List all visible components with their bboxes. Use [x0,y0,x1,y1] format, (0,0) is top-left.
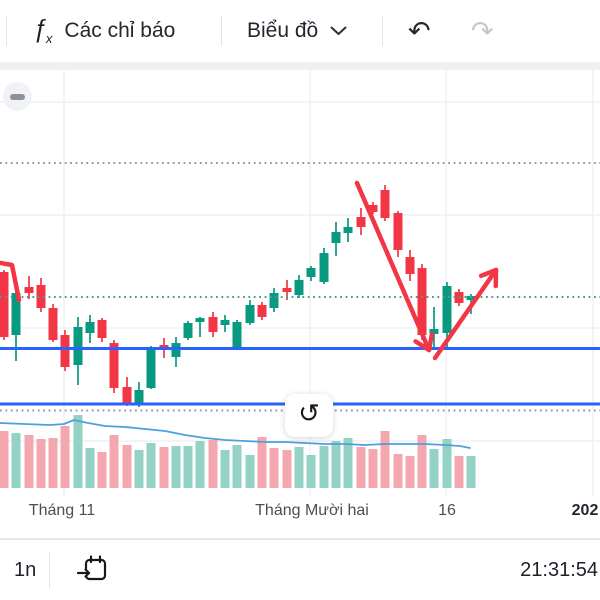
chart-type-button[interactable]: Biểu đồ [247,0,347,62]
interval-button[interactable]: 1n [8,540,42,600]
x-axis-label: Tháng 11 [28,502,96,519]
reset-rotate-icon: ↺ [298,399,320,429]
calendar-arrow-icon [76,555,107,581]
toolbar-divider [6,16,7,46]
chevron-down-icon [330,26,347,35]
top-toolbar: ƒx Các chỉ báo Biểu đồ ↶ ↷ [0,0,600,62]
bottom-toolbar: 1n 21:31:54 [0,538,600,600]
redo-icon: ↷ [471,15,494,47]
collapse-legend-button[interactable] [3,82,32,111]
indicators-label: Các chỉ báo [64,19,176,42]
indicators-button[interactable]: ƒx Các chỉ báo [33,0,175,62]
clock: 21:31:54 [520,558,598,581]
x-axis-label: 202 [571,502,599,519]
x-axis-labels: Tháng 11 Tháng Mười hai 16 202 [0,502,600,526]
chart-type-label: Biểu đồ [247,19,319,42]
undo-button[interactable]: ↶ [408,0,431,62]
x-axis-label: Tháng Mười hai [255,502,369,519]
reset-chart-button[interactable]: ↺ [285,394,333,437]
goto-date-button[interactable] [70,551,110,589]
fx-indicator-icon: ƒx [33,15,53,46]
redo-button[interactable]: ↷ [471,0,494,62]
pane-separator [0,62,600,70]
toolbar-divider [49,552,50,588]
toolbar-divider [382,16,383,46]
x-axis-label: 16 [438,502,456,519]
toolbar-divider [221,16,222,46]
minus-icon [10,93,25,100]
undo-icon: ↶ [408,15,431,47]
